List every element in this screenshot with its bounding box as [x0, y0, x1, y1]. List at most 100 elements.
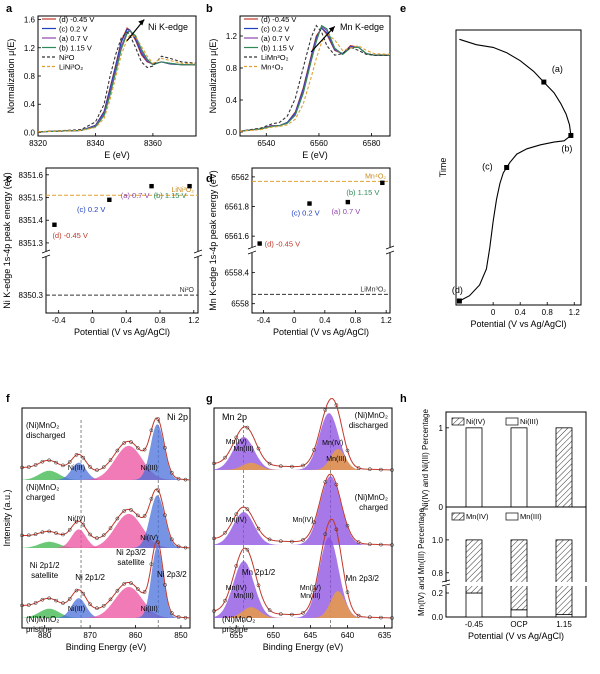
panel-d-data-point: [257, 241, 262, 246]
panel-c-break-mark: [41, 249, 51, 254]
panel-b-y-tick-label: 0.0: [226, 128, 238, 137]
panel-c-point-label: (b) 1.15 V: [154, 191, 187, 200]
panel-g-data-point: [256, 583, 261, 588]
panel-g-data-point: [256, 446, 261, 451]
panel-f-data-point: [135, 446, 140, 450]
panel-f-data-point: [142, 590, 147, 594]
panel-f-data-point: [163, 583, 167, 587]
panel-h-bar-segment: [465, 427, 483, 508]
panel-f-data-point: [20, 603, 24, 608]
panel-g-data-point: [379, 542, 383, 547]
panel-c-point-label: (a) 0.7 V: [121, 191, 150, 200]
panel-d-x-tick-label: 1.2: [381, 316, 393, 325]
panel-f-data-point: [95, 606, 99, 611]
panel-g-x-tick-label: 650: [267, 631, 281, 640]
panel-a-y-tick-label: 1.2: [24, 44, 36, 53]
panel-g-peak-label: Mn(III): [234, 593, 254, 600]
panel-c-y-upper-tick-label: 8351.4: [19, 216, 44, 225]
panel-c-point-label: (c) 0.2 V: [77, 205, 105, 214]
panel-f-fit-component: [22, 470, 190, 480]
panel-f-data-point: [47, 458, 52, 463]
panel-f-data-point: [163, 513, 167, 518]
panel-f-data-point: [26, 533, 31, 538]
panel-e-x-tick-label: 0.8: [542, 308, 554, 317]
panel-b-x-tick-label: 6560: [310, 139, 328, 148]
panel-h-lower-y-tick-label: 0.0: [432, 613, 444, 622]
panel-c-x-tick-label: 0: [90, 316, 95, 325]
panel-d-break-gap: [248, 247, 256, 253]
panel-g-data-point: [356, 466, 361, 470]
panel-f-data-point: [163, 445, 167, 450]
panel-b-legend-label: (a) 0.7 V: [261, 34, 290, 43]
panel-f-data-point: [115, 588, 120, 593]
panel-g-data-point: [267, 461, 272, 466]
panel-b-series-3: [239, 24, 390, 132]
panel-h-legend-swatch: [451, 417, 465, 426]
panel-b-legend-label: (b) 1.15 V: [261, 44, 294, 53]
panel-f-data-point: [176, 476, 181, 481]
panel-h-lower-y-tick-label: 0.2: [432, 589, 444, 598]
panel-f-x-tick-label: 860: [129, 631, 143, 640]
panel-a-series-5: [37, 34, 197, 133]
panel-e-x-tick-label: 0: [491, 308, 496, 317]
panel-h-bar-segment: [510, 427, 528, 508]
panel-f-annotation: satellite: [117, 558, 145, 567]
panel-letter-e: e: [400, 3, 406, 15]
panel-d-break-mark: [247, 245, 257, 250]
panel-h-legend-swatch: [505, 512, 519, 521]
panel-f-data-point: [149, 428, 154, 433]
panel-f-peak-label: Ni(IV): [140, 535, 158, 542]
panel-f-frame: [21, 407, 191, 629]
panel-d-y-lower-tick-label: 6558.4: [225, 269, 250, 278]
panel-g-frame: [213, 407, 393, 629]
panel-h-category-label: -0.45: [465, 620, 484, 629]
panel-f-fit-envelope: [22, 540, 191, 619]
panel-c-reference-label: LiNi³O₂: [171, 187, 194, 194]
panel-f-peak-label: Ni(III): [68, 465, 85, 472]
panel-g-data-point: [290, 539, 294, 544]
panel-g-data-point: [312, 588, 316, 593]
panel-h-bar-segment: [555, 427, 573, 508]
panel-f-data-point: [74, 452, 79, 457]
panel-d-y-upper-tick-label: 6562: [231, 173, 249, 182]
panel-f-spectrum-name: (Ni)MnO₂: [26, 615, 59, 624]
panel-h-lower-y-tick-label: 0.8: [432, 569, 444, 578]
panel-g-data-point: [334, 527, 339, 532]
panel-g-fit-component: [214, 462, 392, 470]
panel-g-fit-component: [214, 561, 392, 618]
panel-g-peak-label: Mn(III): [300, 593, 320, 600]
panel-f-data-point: [122, 581, 127, 586]
panel-g-peak-label: Mn(IV): [226, 517, 247, 524]
panel-c-break-mark: [193, 249, 203, 254]
panel-g-data-point: [345, 590, 350, 595]
panel-f-peak-label: Ni(III): [68, 606, 85, 613]
panel-f-data-point: [149, 496, 154, 501]
panel-d-frame: [251, 167, 391, 314]
panel-g-data-point: [334, 403, 339, 407]
panel-c-y-lower-tick-label: 8350.3: [19, 291, 44, 300]
panel-a-y-tick-label: 0.0: [24, 128, 36, 137]
panel-f-data-point: [169, 611, 174, 615]
panel-g-data-point: [278, 464, 283, 469]
panel-g-data-point: [267, 608, 272, 612]
panel-f-data-point: [129, 440, 133, 444]
panel-g-spectrum-name: (Ni)MnO₂: [355, 493, 388, 502]
panel-h-xlabel: Potential (V vs Ag/AgCl): [468, 631, 564, 641]
panel-g-data-point: [212, 461, 216, 466]
panel-g-data-point: [390, 543, 394, 547]
panel-g-data-point: [390, 616, 394, 620]
panel-a-xlabel: E (eV): [104, 150, 130, 160]
panel-d-ylabel: Mn K-edge 1s-4p peak energy (eV): [208, 170, 218, 311]
panel-g-data-point: [356, 540, 361, 544]
panel-g-annotation: Mn 2p1/2: [242, 568, 276, 577]
panel-c-data-point: [187, 183, 192, 189]
panel-g-data-point: [290, 612, 294, 617]
panel-d-x-tick-label: -0.4: [257, 316, 271, 325]
panel-a-arrowhead: [138, 19, 145, 26]
panel-f-fit-component: [22, 495, 190, 548]
panel-f-data-point: [122, 509, 127, 513]
panel-b-arrowhead: [328, 26, 335, 33]
panel-f-data-point: [33, 532, 38, 537]
panel-f-data-point: [156, 540, 161, 545]
panel-f-annotation: Ni 2p3/2: [116, 548, 146, 557]
